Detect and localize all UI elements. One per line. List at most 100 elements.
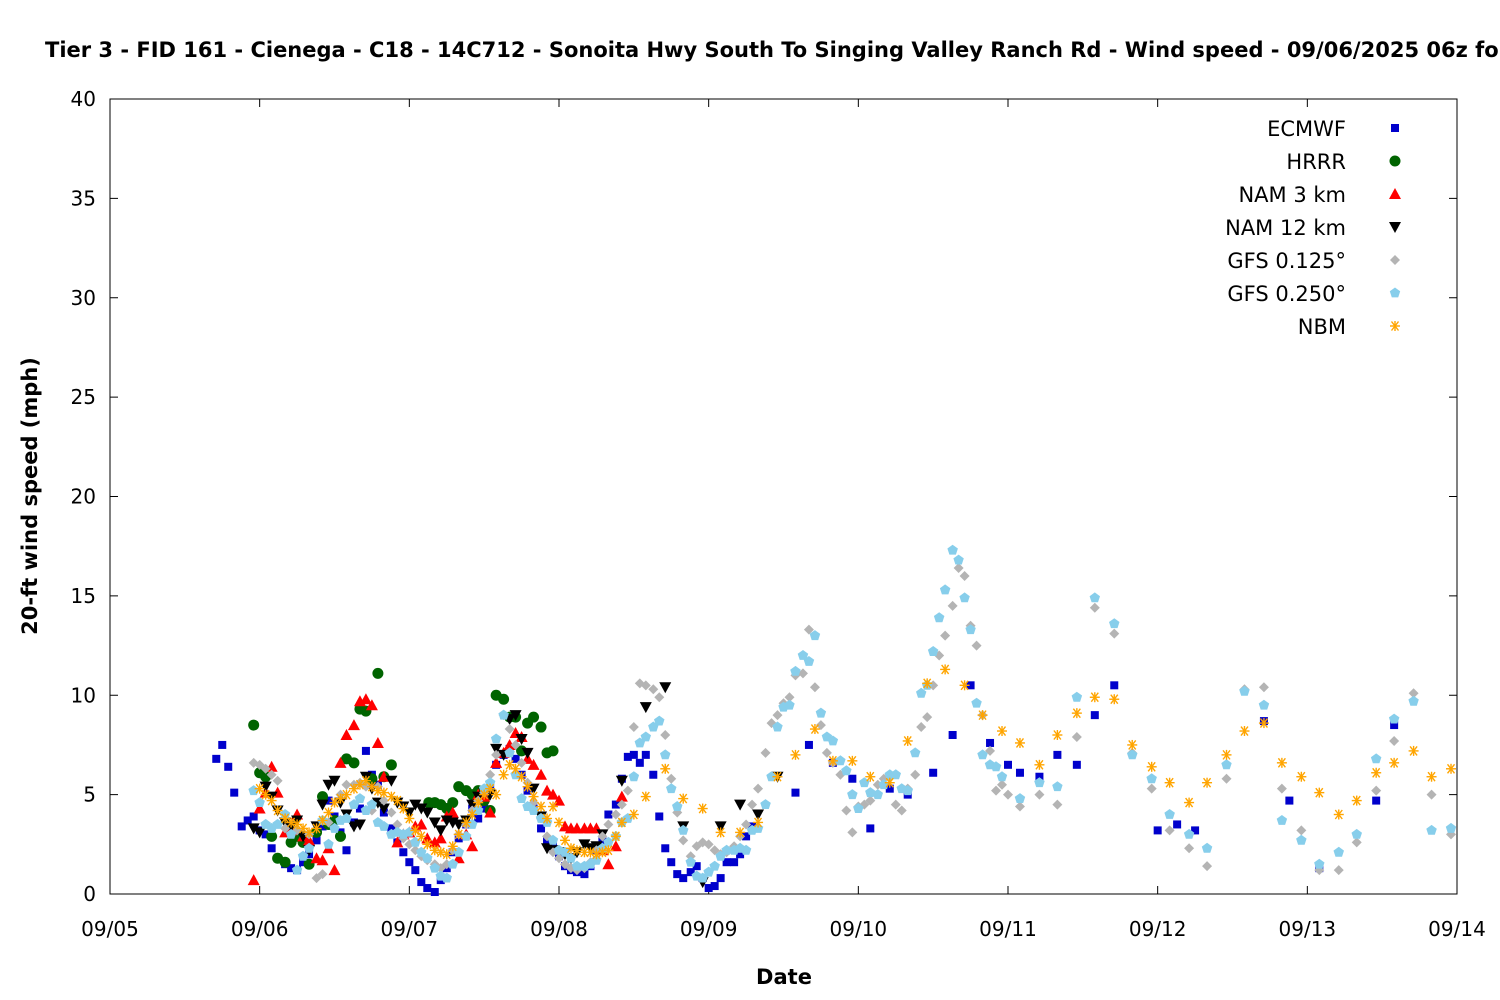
data-point xyxy=(491,749,502,760)
data-point xyxy=(322,779,335,791)
data-point xyxy=(522,781,533,792)
data-point xyxy=(660,749,671,760)
data-point xyxy=(260,763,271,774)
data-point xyxy=(441,849,452,860)
data-point xyxy=(721,844,732,855)
data-point xyxy=(902,785,913,796)
data-point xyxy=(815,707,827,718)
data-point xyxy=(416,846,427,857)
data-point xyxy=(1127,739,1138,750)
data-point xyxy=(603,836,614,847)
data-point xyxy=(434,832,447,844)
data-point xyxy=(385,759,397,771)
data-point xyxy=(286,817,297,828)
data-point xyxy=(348,757,360,769)
data-point xyxy=(404,813,415,824)
data-point xyxy=(580,870,589,879)
data-point xyxy=(435,847,446,858)
x-tick-label: 09/05 xyxy=(81,917,139,941)
data-point xyxy=(585,847,596,858)
data-point xyxy=(386,807,397,818)
data-point xyxy=(1314,787,1325,798)
data-point xyxy=(736,850,745,859)
data-point xyxy=(485,769,496,780)
data-point xyxy=(597,847,608,858)
data-point xyxy=(734,799,747,811)
data-point xyxy=(815,720,826,731)
data-point xyxy=(371,736,384,748)
data-point xyxy=(716,874,725,883)
data-point xyxy=(710,882,719,891)
data-point xyxy=(1164,777,1175,788)
data-point xyxy=(910,747,921,758)
data-point xyxy=(741,819,752,830)
data-point xyxy=(703,839,714,850)
data-point xyxy=(1191,826,1200,835)
data-point xyxy=(896,805,907,816)
data-point xyxy=(254,783,265,794)
data-point xyxy=(1183,828,1195,839)
data-point xyxy=(821,747,832,758)
legend-label: GFS 0.250° xyxy=(1227,282,1346,306)
data-point xyxy=(990,761,1002,772)
data-point xyxy=(490,756,503,768)
data-point xyxy=(835,755,846,766)
data-point xyxy=(453,846,464,857)
data-point xyxy=(866,824,875,833)
data-point xyxy=(292,819,303,830)
data-point xyxy=(1014,737,1025,748)
series-ecmwf xyxy=(212,681,1399,897)
data-point xyxy=(267,844,276,853)
data-point xyxy=(902,735,913,746)
data-point xyxy=(1090,711,1099,720)
data-point xyxy=(735,827,746,838)
data-point xyxy=(1408,695,1419,706)
data-point xyxy=(610,831,621,842)
data-point xyxy=(640,731,651,742)
data-point xyxy=(704,884,713,893)
data-point xyxy=(622,813,634,823)
data-point xyxy=(753,783,764,794)
data-point xyxy=(602,858,615,870)
data-point xyxy=(410,836,421,847)
data-point xyxy=(378,795,389,806)
data-point xyxy=(342,846,351,855)
data-point xyxy=(441,872,452,883)
data-point xyxy=(405,858,414,867)
data-point xyxy=(353,819,366,831)
data-point xyxy=(1053,750,1062,759)
data-point xyxy=(1034,789,1045,800)
data-point xyxy=(272,805,283,816)
x-axis-label: Date xyxy=(756,965,812,989)
data-point xyxy=(355,804,364,813)
data-point xyxy=(628,771,640,782)
data-point xyxy=(790,749,801,760)
data-point xyxy=(1351,795,1362,806)
data-point xyxy=(1446,763,1457,774)
data-point xyxy=(971,697,982,708)
data-point xyxy=(1258,718,1269,729)
data-point xyxy=(446,806,459,818)
data-point xyxy=(591,849,602,860)
data-point xyxy=(498,693,510,705)
data-point xyxy=(654,692,665,703)
data-point xyxy=(1426,824,1437,835)
data-point xyxy=(667,858,676,867)
data-point xyxy=(473,797,484,808)
data-point xyxy=(1146,761,1157,772)
data-point xyxy=(655,812,664,821)
data-point xyxy=(971,640,982,651)
data-point xyxy=(547,745,559,757)
data-point xyxy=(1089,592,1100,603)
data-point xyxy=(528,711,540,723)
legend-label: NAM 3 km xyxy=(1238,183,1346,207)
data-point xyxy=(916,687,927,698)
data-point xyxy=(597,831,608,842)
data-point xyxy=(966,681,975,690)
data-point xyxy=(722,858,731,867)
data-point xyxy=(673,870,682,879)
legend-marker xyxy=(1389,287,1401,298)
data-point xyxy=(640,791,651,802)
data-point xyxy=(977,749,988,760)
data-point xyxy=(1276,783,1287,794)
